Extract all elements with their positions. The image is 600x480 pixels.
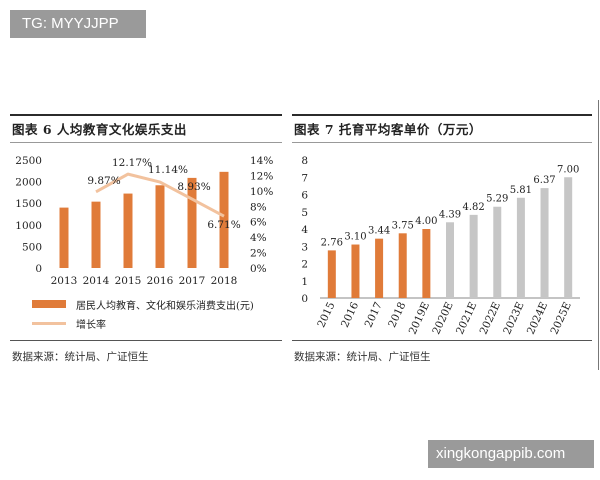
bar-2021E [469, 214, 478, 298]
bar-2017 [375, 238, 384, 298]
x-tick-label: 2016 [339, 300, 361, 330]
right-y-tick-label: 6% [250, 217, 267, 229]
left-panel-title: 图表 6 人均教育文化娱乐支出 [12, 122, 187, 137]
x-tick-label: 2014 [83, 275, 110, 287]
x-tick-label: 2025E [548, 300, 573, 336]
y-tick-label: 1 [301, 276, 308, 288]
bar-2015 [327, 250, 336, 298]
watermark-bottom: xingkongappib.com [428, 440, 594, 468]
left-y-tick-label: 2500 [15, 155, 42, 167]
bar-2013 [59, 207, 69, 268]
growth-rate-label: 6.71% [207, 219, 240, 231]
left-y-tick-label: 1000 [15, 220, 42, 232]
left-y-tick-label: 2000 [15, 177, 42, 189]
bar-value-label: 4.39 [439, 209, 461, 220]
legend-item-bar: 居民人均教育、文化和娱乐消费支出(元) [32, 296, 254, 312]
bar-2018 [398, 233, 407, 298]
x-tick-label: 2021E [454, 300, 479, 336]
left-y-tick-label: 1500 [15, 198, 42, 210]
x-tick-label: 2017 [363, 300, 385, 329]
y-tick-label: 3 [301, 241, 308, 253]
growth-rate-label: 12.17% [112, 157, 152, 169]
x-tick-label: 2016 [147, 275, 174, 287]
bar-value-label: 5.29 [486, 194, 508, 205]
right-y-tick-label: 2% [250, 248, 267, 260]
bar-2015 [123, 193, 133, 268]
watermark-top: TG: MYYJJPP [10, 10, 146, 38]
bar-value-label: 7.00 [557, 164, 579, 175]
right-y-tick-label: 4% [250, 232, 267, 244]
x-tick-label: 2020E [430, 300, 455, 336]
y-tick-label: 0 [301, 293, 308, 305]
bar-2020E [446, 222, 454, 298]
left-y-tick-label: 0 [35, 263, 42, 275]
y-tick-label: 8 [301, 155, 308, 167]
left-panel-bottom-rule [10, 340, 282, 341]
bar-value-label: 5.81 [510, 185, 532, 196]
y-tick-label: 5 [301, 207, 308, 219]
left-panel-top-rule [10, 114, 282, 116]
x-tick-label: 2015 [115, 275, 142, 287]
growth-rate-line [95, 172, 225, 218]
bar-value-label: 2.76 [321, 237, 343, 248]
legend-label-line: 增长率 [76, 319, 106, 331]
x-tick-label: 2018 [386, 300, 408, 329]
bar-2018 [219, 171, 229, 268]
right-panel-bottom-rule [292, 340, 592, 341]
bar-value-label: 4.00 [415, 216, 437, 227]
y-tick-label: 7 [301, 172, 308, 184]
bar-value-label: 6.37 [533, 175, 555, 186]
bar-value-label: 3.44 [368, 226, 390, 237]
y-tick-label: 4 [301, 224, 308, 236]
bar-2014 [91, 201, 101, 268]
y-tick-label: 6 [301, 190, 308, 202]
bar-2016 [351, 244, 360, 298]
legend-item-line: 增长率 [32, 315, 254, 331]
growth-rate-label: 9.87% [87, 175, 120, 187]
bar-value-label: 3.75 [392, 220, 414, 231]
bar-2019E [422, 229, 431, 298]
left-y-tick-label: 500 [22, 241, 42, 253]
right-panel-top-rule [292, 114, 592, 116]
left-panel-title-rule [10, 142, 282, 143]
bar-2017 [187, 177, 197, 268]
bar-2016 [155, 185, 165, 268]
x-tick-label: 2023E [501, 300, 526, 336]
right-y-tick-label: 12% [250, 170, 273, 182]
y-tick-label: 2 [301, 259, 308, 271]
x-tick-label: 2024E [525, 300, 550, 336]
x-tick-label: 2022E [478, 300, 503, 336]
left-chart: 0 500 1000 1500 2000 2500 0% 2% 4% 6% 8% 10% 12% 14% 2… [15, 155, 273, 287]
bar-value-label: 3.10 [344, 232, 366, 243]
left-panel-source: 数据来源：统计局、广证恒生 [12, 351, 149, 363]
right-y-tick-label: 0% [250, 263, 267, 275]
legend-label-bar: 居民人均教育、文化和娱乐消费支出(元) [76, 300, 254, 312]
right-y-tick-label: 8% [250, 201, 267, 213]
x-tick-label: 2018 [211, 275, 238, 287]
right-panel-title: 图表 7 托育平均客单价（万元） [294, 122, 482, 137]
bar-value-label: 4.82 [463, 202, 485, 213]
bar-2023E [516, 197, 525, 298]
left-chart-legend: 居民人均教育、文化和娱乐消费支出(元) 增长率 [32, 296, 254, 331]
bar-2024E [540, 188, 549, 298]
bar-2025E [564, 177, 573, 298]
right-y-tick-label: 14% [250, 155, 273, 167]
growth-rate-label: 11.14% [148, 164, 188, 176]
x-tick-label: 2015 [315, 300, 337, 329]
legend-swatch-bar [32, 300, 66, 308]
x-tick-label: 2013 [51, 275, 78, 287]
right-panel-title-rule [292, 142, 592, 143]
right-panel-source: 数据来源：统计局、广证恒生 [294, 351, 431, 363]
x-tick-label: 2017 [179, 275, 206, 287]
bar-2022E [493, 206, 502, 298]
growth-rate-label: 8.93% [177, 181, 210, 193]
legend-swatch-line [32, 321, 66, 325]
page-right-border [598, 100, 599, 370]
right-chart: 0 1 2 3 4 5 6 7 8 2.76 2015 3.10 2016 3.44 2017 3.75 201… [301, 155, 580, 336]
right-y-tick-label: 10% [250, 186, 273, 198]
x-tick-label: 2019E [407, 300, 432, 336]
